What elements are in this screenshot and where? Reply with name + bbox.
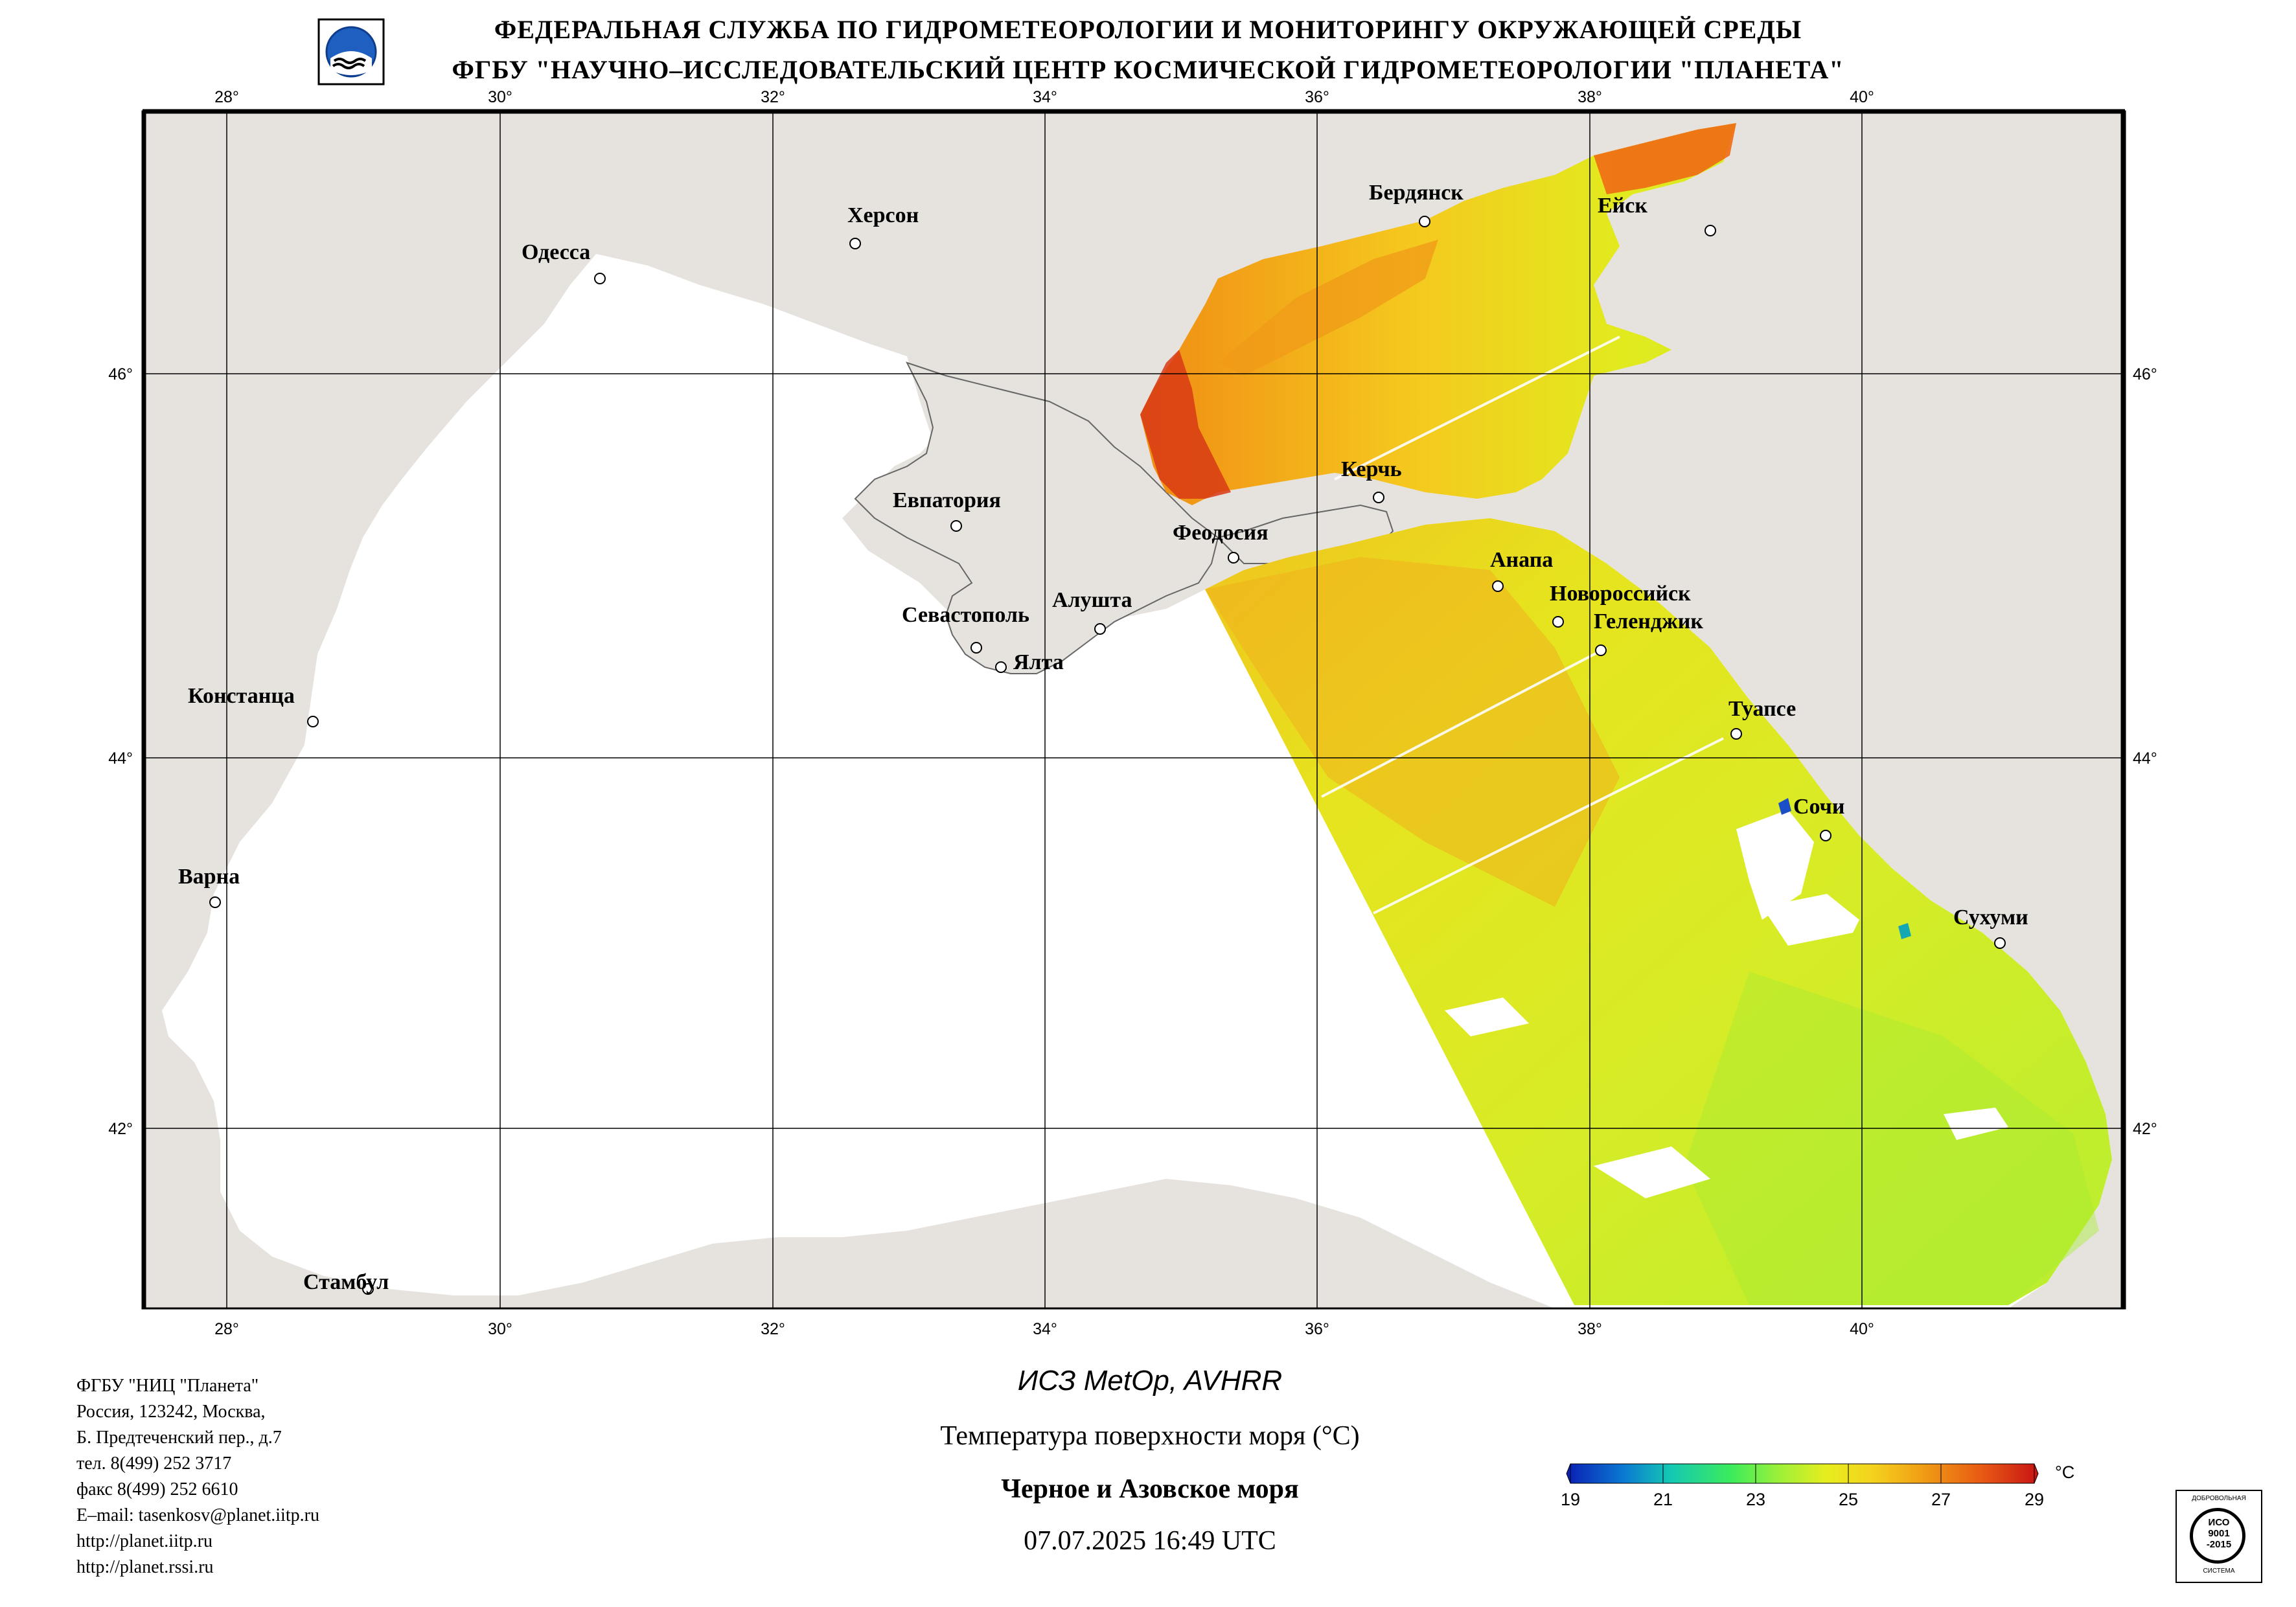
scan-line-1 xyxy=(1334,336,1620,481)
colorbar-unit: °C xyxy=(2055,1463,2075,1482)
lon-tick-top-3: 34° xyxy=(1033,88,1057,106)
org-info: ФГБУ "НИЦ "Планета" Россия, 123242, Моск… xyxy=(76,1373,319,1580)
city-label-kerch: Керчь xyxy=(1341,457,1402,481)
azov-sea-sst xyxy=(1140,123,1736,505)
city-label-kherson: Херсон xyxy=(847,203,919,227)
lon-tick-bottom-2: 32° xyxy=(761,1320,785,1338)
city-label-varna: Варна xyxy=(178,865,240,889)
org-line-fax: факс 8(499) 252 6610 xyxy=(76,1479,238,1499)
lon-tick-bottom-4: 36° xyxy=(1305,1320,1329,1338)
header-title-line2: ФГБУ "НАУЧНО–ИССЛЕДОВАТЕЛЬСКИЙ ЦЕНТР КОС… xyxy=(452,55,1844,84)
header-title-line1: ФЕДЕРАЛЬНАЯ СЛУЖБА ПО ГИДРОМЕТЕОРОЛОГИИ … xyxy=(494,15,1802,44)
colorbar-label-27: 27 xyxy=(1931,1490,1951,1509)
swath-green-zone xyxy=(1684,972,2099,1305)
city-label-sochi: Сочи xyxy=(1793,795,1844,819)
colorbar-label-29: 29 xyxy=(2024,1490,2045,1509)
colorbar-label-21: 21 xyxy=(1653,1490,1673,1509)
satellite-caption: ИСЗ MetOp, AVHRR xyxy=(1017,1365,1283,1396)
graticule xyxy=(143,111,2125,1308)
region-caption: Черное и Азовское моря xyxy=(1001,1474,1299,1504)
org-line-url-1[interactable]: http://planet.iitp.ru xyxy=(76,1531,212,1551)
city-label-odessa: Одесса xyxy=(522,240,590,264)
badge-top-text: ДОБРОВОЛЬНАЯ xyxy=(2192,1495,2246,1502)
city-label-sevastopol: Севастополь xyxy=(902,603,1029,627)
org-line-phone: тел. 8(499) 252 3717 xyxy=(76,1453,232,1474)
swath-warm-zone xyxy=(1205,557,1620,907)
org-line-country: Россия, 123242, Москва, xyxy=(76,1402,266,1422)
city-markers xyxy=(209,216,2006,1295)
scan-line-3 xyxy=(1373,737,1724,915)
cloud-gap-4 xyxy=(1594,1146,1710,1198)
city-label-berdyansk: Бердянск xyxy=(1369,181,1464,205)
colorbar-label-25: 25 xyxy=(1838,1490,1859,1509)
datetime-caption: 07.07.2025 16:49 UTC xyxy=(1024,1526,1276,1556)
cloud-gap-1 xyxy=(1736,810,1814,920)
cloud-gap-2 xyxy=(1762,894,1859,946)
org-line-name: ФГБУ "НИЦ "Планета" xyxy=(76,1376,259,1396)
lon-tick-top-6: 40° xyxy=(1850,88,1874,106)
lat-tick-left-2: 42° xyxy=(108,1120,133,1138)
badge-number: 9001 xyxy=(2208,1528,2230,1539)
org-line-street: Б. Предтеченский пер., д.7 xyxy=(76,1428,282,1448)
iso-ring-icon xyxy=(2190,1508,2245,1564)
temperature-colorbar xyxy=(1566,1463,2039,1484)
city-label-novorossiysk: Новороссийск xyxy=(1550,582,1691,606)
city-label-yevpatoria: Евпатория xyxy=(893,488,1001,512)
iso-certification-badge: ДОБРОВОЛЬНАЯ ИСО 9001 -2015 СИСТЕМА xyxy=(2175,1490,2262,1583)
product-caption: Температура поверхности моря (°C) xyxy=(940,1421,1360,1451)
lat-tick-right-1: 44° xyxy=(2133,749,2157,768)
city-label-anapa: Анапа xyxy=(1490,548,1553,572)
lon-tick-bottom-6: 40° xyxy=(1850,1320,1874,1338)
lat-tick-right-2: 42° xyxy=(2133,1120,2157,1138)
lon-tick-top-0: 28° xyxy=(214,88,239,106)
azov-warm-plume xyxy=(1218,240,1438,376)
cold-spot-coast xyxy=(1898,923,1911,939)
scan-line-2 xyxy=(1321,646,1607,798)
azov-hot-edge xyxy=(1140,350,1231,499)
lat-tick-left-1: 44° xyxy=(108,749,133,768)
lon-tick-top-4: 36° xyxy=(1305,88,1329,106)
city-label-alushta: Алушта xyxy=(1052,588,1132,612)
lon-tick-bottom-3: 34° xyxy=(1033,1320,1057,1338)
city-label-constanta: Констанца xyxy=(188,684,295,708)
cloud-gap-3 xyxy=(1445,997,1529,1036)
lon-tick-top-1: 30° xyxy=(488,88,512,106)
city-label-sukhumi: Сухуми xyxy=(1953,906,2028,929)
lat-tick-right-0: 46° xyxy=(2133,365,2157,383)
city-label-gelendzhik: Геленджик xyxy=(1594,610,1703,633)
city-label-tuapse: Туапсе xyxy=(1728,697,1796,721)
badge-bottom-text: СИСТЕМА xyxy=(2203,1567,2235,1575)
taganrog-bay xyxy=(1594,123,1736,194)
colorbar-label-19: 19 xyxy=(1560,1490,1581,1509)
lon-tick-bottom-5: 38° xyxy=(1578,1320,1602,1338)
city-label-istanbul: Стамбул xyxy=(303,1270,389,1294)
cloud-gap-5 xyxy=(1944,1108,2008,1140)
cold-spot-sochi xyxy=(1778,798,1791,815)
city-label-yalta: Ялта xyxy=(1013,650,1064,674)
lat-tick-left-0: 46° xyxy=(108,365,133,383)
badge-year: -2015 xyxy=(2206,1539,2232,1550)
org-line-email[interactable]: E–mail: tasenkosv@planet.iitp.ru xyxy=(76,1505,319,1525)
city-label-feodosia: Феодосия xyxy=(1173,521,1269,545)
org-line-url-2[interactable]: http://planet.rssi.ru xyxy=(76,1557,214,1577)
lon-tick-top-2: 32° xyxy=(761,88,785,106)
city-label-yeysk: Ейск xyxy=(1598,194,1647,218)
lon-tick-top-5: 38° xyxy=(1578,88,1602,106)
lon-tick-bottom-1: 30° xyxy=(488,1320,512,1338)
badge-iso: ИСО xyxy=(2208,1517,2230,1528)
colorbar-label-23: 23 xyxy=(1745,1490,1766,1509)
lon-tick-bottom-0: 28° xyxy=(214,1320,239,1338)
planeta-logo-icon xyxy=(317,18,385,85)
crimea-peninsula xyxy=(854,361,1219,674)
